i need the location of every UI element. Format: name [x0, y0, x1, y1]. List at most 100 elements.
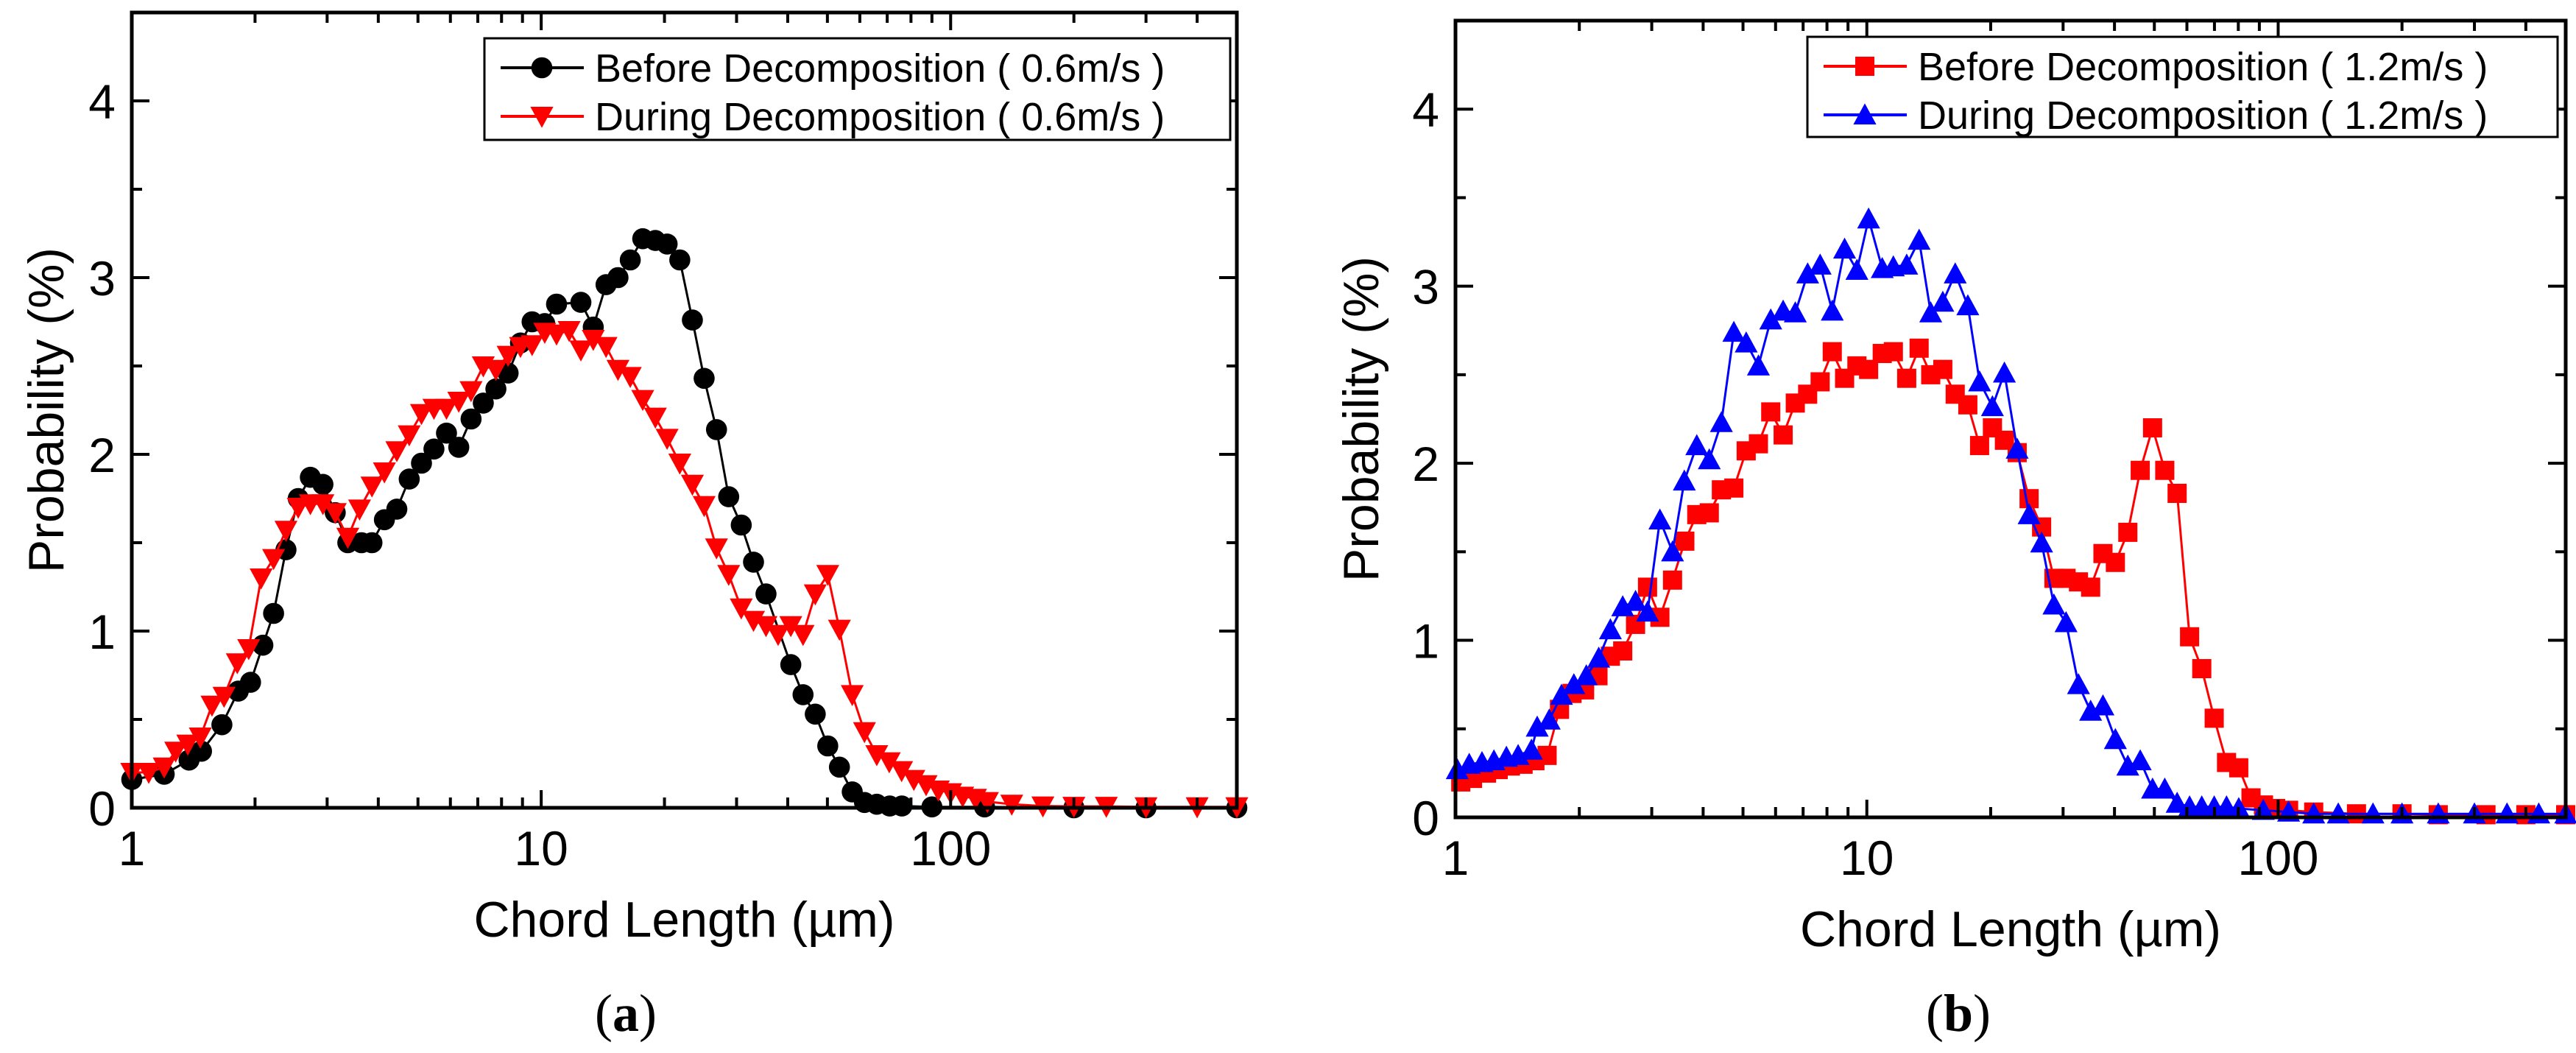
data-point — [1933, 359, 1952, 379]
data-point — [2005, 437, 2029, 459]
data-point — [816, 565, 839, 586]
data-point — [1598, 618, 1623, 640]
data-point — [263, 602, 284, 624]
data-point — [730, 598, 753, 620]
data-point — [694, 367, 715, 390]
data-point — [237, 639, 261, 661]
data-point — [1685, 434, 1709, 456]
plot-frame — [1453, 18, 2568, 820]
data-point — [545, 324, 568, 346]
legend-item: During Decomposition ( 0.6m/s ) — [501, 95, 1165, 139]
caption-open: ( — [1926, 984, 1944, 1043]
data-point — [741, 610, 766, 633]
data-point — [2142, 418, 2162, 438]
data-point — [643, 407, 667, 429]
data-point — [817, 735, 839, 757]
series-line — [1460, 345, 2566, 816]
data-point — [791, 624, 815, 647]
data-point — [1000, 795, 1023, 816]
caption-letter: b — [1944, 984, 1973, 1043]
x-axis-title: Chord Length (µm) — [1800, 901, 2221, 957]
legend-item: During Decomposition ( 1.2m/s ) — [1824, 94, 2488, 138]
x-tick-label: 100 — [2237, 831, 2318, 885]
data-point — [656, 233, 678, 255]
legend-marker — [1855, 57, 1874, 76]
data-point — [239, 672, 261, 693]
data-point — [705, 419, 727, 440]
data-point — [360, 476, 384, 498]
legend-marker — [530, 107, 554, 128]
data-point — [447, 392, 470, 413]
data-point — [1909, 338, 1929, 358]
legend-label: Before Decomposition ( 0.6m/s ) — [595, 46, 1165, 91]
x-tick-label: 1 — [1442, 831, 1469, 885]
data-point — [805, 703, 826, 725]
y-axis-title: Probability (%) — [18, 247, 74, 573]
data-point — [570, 292, 592, 313]
data-point — [1748, 434, 1768, 454]
data-point — [607, 267, 629, 289]
data-point — [1759, 308, 1782, 330]
data-point — [212, 686, 236, 708]
data-point — [496, 345, 520, 367]
data-point — [385, 441, 409, 462]
data-point — [176, 734, 200, 756]
data-point — [878, 752, 901, 774]
data-point — [1611, 595, 1634, 616]
data-point — [682, 309, 703, 331]
data-point — [336, 527, 360, 549]
data-point — [582, 330, 605, 351]
data-point — [1832, 237, 1857, 259]
data-point — [398, 468, 420, 490]
data-point — [890, 761, 914, 783]
data-point — [1722, 320, 1746, 342]
data-point — [200, 695, 224, 717]
y-tick-label: 0 — [88, 781, 116, 836]
data-point — [1648, 508, 1672, 530]
data-point — [409, 404, 434, 426]
data-point — [448, 437, 470, 458]
legend: Before Decomposition ( 1.2m/s ) During De… — [1806, 35, 2559, 138]
y-tick-label: 4 — [1412, 82, 1439, 137]
data-point — [730, 514, 752, 536]
data-point — [423, 438, 445, 460]
legend-label: Before Decomposition ( 1.2m/s ) — [1918, 45, 2488, 89]
legend: Before Decomposition ( 0.6m/s )During De… — [483, 37, 1232, 141]
x-tick-label: 10 — [514, 821, 568, 876]
data-point — [347, 499, 371, 521]
data-point — [1525, 715, 1549, 737]
data-point — [191, 740, 212, 762]
data-point — [1908, 228, 1931, 250]
x-axis-title: Chord Length (µm) — [473, 892, 894, 948]
data-point — [2091, 694, 2115, 716]
data-point — [828, 756, 850, 778]
data-point — [619, 249, 641, 271]
data-point — [669, 249, 691, 271]
data-point — [1896, 368, 1916, 388]
data-point — [2165, 792, 2189, 813]
data-point — [853, 722, 876, 744]
data-point — [521, 335, 544, 356]
data-point — [1636, 600, 1659, 622]
data-point — [680, 474, 705, 496]
data-point — [2131, 460, 2150, 480]
data-point — [311, 494, 335, 515]
data-point — [1587, 647, 1611, 668]
data-point — [2067, 673, 2090, 694]
y-tick-label: 1 — [88, 605, 116, 659]
data-point — [361, 532, 383, 554]
data-point — [792, 684, 814, 705]
data-point — [668, 454, 691, 475]
data-point — [594, 337, 618, 359]
data-point — [743, 552, 764, 573]
data-point — [211, 714, 233, 736]
data-point — [1919, 301, 1943, 323]
panel-caption: (b) — [1926, 984, 1991, 1043]
data-point — [1822, 342, 1842, 362]
data-point — [1709, 411, 1733, 432]
data-point — [2079, 700, 2103, 721]
series-triangle-up — [1445, 207, 2576, 824]
data-point — [1623, 590, 1648, 611]
data-point — [1562, 673, 1586, 694]
